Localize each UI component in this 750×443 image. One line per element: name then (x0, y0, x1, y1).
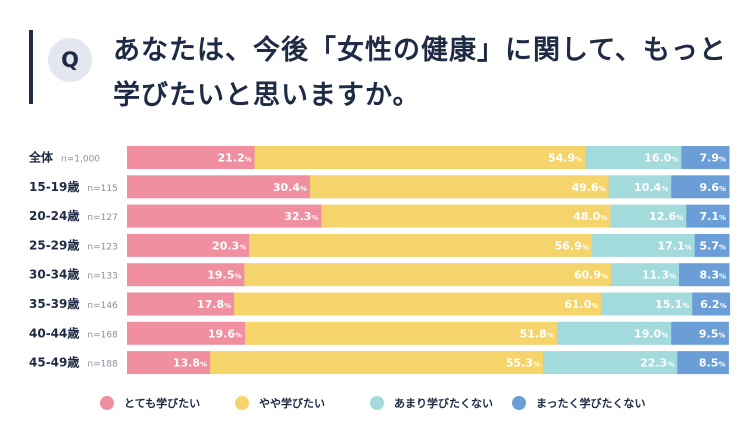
sample-size-label: n=168 (87, 330, 118, 340)
legend-swatch-2 (235, 396, 249, 410)
bar-segment (542, 351, 678, 375)
bar-segment (127, 292, 235, 316)
data-label: 5.7% (699, 239, 726, 252)
data-label: 10.4% (634, 181, 668, 194)
data-label: 51.8% (520, 327, 554, 340)
bar-segment (244, 321, 558, 345)
chart-legend: とても学びたい やや学びたい あまり学びたくない まったく学びたくない (100, 395, 720, 415)
bar-segment (679, 263, 730, 287)
data-label: 9.5% (699, 327, 726, 340)
legend-label-2: やや学びたい (259, 397, 325, 410)
data-label: 49.6% (571, 181, 605, 194)
bar-segment (127, 321, 246, 345)
bar-segment (127, 263, 245, 287)
legend-item-2: やや学びたい (235, 395, 325, 411)
bar-segment (127, 351, 211, 375)
bar-segment (677, 351, 729, 375)
legend-label-4: まったく学びたくない (536, 397, 646, 410)
bar-segment (671, 175, 730, 199)
data-label: 20.3% (212, 239, 246, 252)
data-label: 30.4% (273, 181, 307, 194)
sample-size-label: n=1,000 (61, 155, 100, 165)
row-label: 全体 (28, 150, 54, 165)
data-label: 61.0% (564, 298, 598, 311)
data-label: 56.9% (555, 239, 589, 252)
bar-segment (681, 146, 730, 169)
row-label: 45-49歳 (29, 355, 79, 370)
bar-segment (244, 263, 612, 287)
data-label: 22.3% (640, 357, 674, 370)
legend-item-1: とても学びたい (100, 395, 200, 411)
sample-size-label: n=188 (87, 360, 118, 370)
question-accent-bar (29, 30, 33, 104)
bar-segment (127, 175, 311, 199)
bar-segment (591, 233, 696, 257)
sample-size-label: n=123 (87, 242, 117, 252)
sample-size-label: n=133 (87, 272, 117, 282)
row-label: 20-24歳 (29, 208, 79, 223)
legend-swatch-3 (370, 396, 384, 410)
bar-segment (686, 204, 730, 228)
legend-item-4: まったく学びたくない (512, 395, 646, 411)
data-label: 7.9% (699, 152, 726, 165)
data-label: 16.0% (644, 152, 678, 165)
bar-segment (321, 204, 611, 228)
bar-segment (249, 233, 593, 257)
question-line-2: 学びたいと思いますか。 (113, 80, 421, 111)
bar-segment (310, 175, 610, 199)
data-label: 15.1% (655, 298, 689, 311)
data-label: 12.6% (649, 210, 683, 223)
sample-size-label: n=127 (87, 213, 117, 223)
data-label: 48.0% (573, 210, 607, 223)
bar-segment (234, 292, 602, 316)
question-line-1: あなたは、今後「女性の健康」に関して、もっと (113, 35, 727, 66)
bar-segment (254, 146, 586, 169)
question-badge: Q (48, 38, 92, 82)
bar-segment (210, 351, 544, 375)
data-label: 19.0% (634, 327, 668, 340)
legend-item-3: あまり学びたくない (370, 395, 493, 411)
data-label: 17.8% (197, 298, 231, 311)
legend-label-1: とても学びたい (124, 397, 201, 410)
data-label: 55.3% (506, 357, 540, 370)
row-label: 30-34歳 (29, 267, 79, 282)
data-label: 32.3% (284, 210, 318, 223)
data-label: 13.8% (173, 357, 207, 370)
bar-segment (610, 204, 687, 228)
row-label: 40-44歳 (29, 325, 79, 340)
legend-label-3: あまり学びたくない (394, 397, 493, 410)
row-label: 35-39歳 (29, 296, 79, 311)
bar-segment (601, 292, 693, 316)
row-label: 15-19歳 (29, 179, 79, 194)
row-label: 25-29歳 (29, 237, 79, 252)
data-label: 19.5% (207, 269, 241, 282)
bar-segment (127, 146, 256, 169)
legend-swatch-4 (512, 396, 526, 410)
bar-segment (127, 204, 322, 228)
bar-segment (585, 146, 682, 169)
data-label: 21.2% (217, 152, 251, 165)
data-label: 54.9% (548, 152, 582, 165)
bar-segment (611, 263, 680, 287)
legend-swatch-1 (100, 396, 114, 410)
data-label: 8.3% (699, 269, 726, 282)
question-title: あなたは、今後「女性の健康」に関して、もっと 学びたいと思いますか。 (113, 28, 733, 118)
bar-segment (127, 233, 250, 257)
sample-size-label: n=146 (87, 301, 118, 311)
sample-size-label: n=115 (87, 184, 117, 194)
data-label: 17.1% (658, 239, 692, 252)
bar-segment (556, 321, 672, 345)
bar-segment (694, 233, 730, 257)
data-label: 11.3% (642, 269, 676, 282)
data-label: 60.9% (574, 269, 608, 282)
data-label: 8.5% (699, 357, 726, 370)
data-label: 9.6% (699, 181, 726, 194)
data-label: 7.1% (699, 210, 726, 223)
bar-segment (692, 292, 731, 316)
data-label: 19.6% (208, 327, 242, 340)
bar-segment (608, 175, 672, 199)
data-label: 6.2% (700, 298, 727, 311)
bar-segment (671, 321, 729, 345)
